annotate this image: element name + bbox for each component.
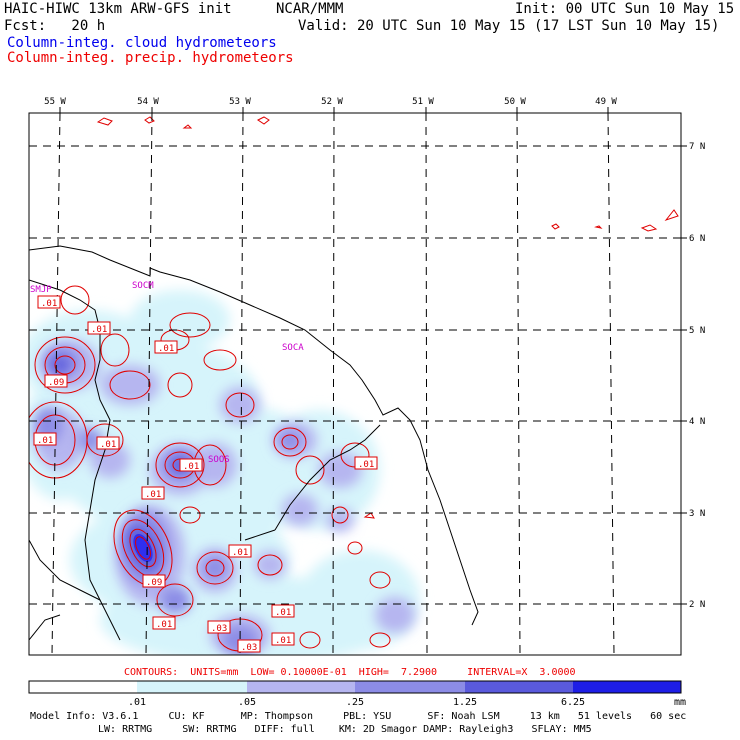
svg-text:.01: .01: [100, 440, 116, 450]
colorbar: [28, 680, 682, 694]
colorbar-tick: 6.25: [561, 697, 585, 708]
contour-label: .01: [96, 436, 120, 450]
station-label: SOOS: [208, 455, 230, 465]
contour-label: .01: [179, 458, 203, 472]
contour-label: .01: [87, 321, 111, 335]
colorbar-tick: .25: [346, 697, 364, 708]
map-frame: [28, 112, 682, 656]
forecast-hour: Fcst: 20 h: [4, 18, 106, 34]
org-label: NCAR/MMM: [276, 1, 344, 17]
lon-label: 54 W: [137, 97, 159, 107]
model-title: HAIC-HIWC 13km ARW-GFS init: [4, 1, 232, 17]
latlon-grid: [29, 112, 681, 656]
colorbar-tick: 1.25: [453, 697, 477, 708]
contour-label: .01: [271, 632, 295, 646]
lon-label: 53 W: [229, 97, 251, 107]
valid-time: Valid: 20 UTC Sun 10 May 15 (17 LST Sun …: [298, 18, 720, 34]
station-label: SOCA: [282, 343, 304, 353]
station-label: SMJP: [30, 285, 52, 295]
contour-label: .03: [207, 620, 231, 634]
contour-label: .01: [33, 432, 57, 446]
hydrometeor-field: [29, 116, 679, 655]
contour-label: .09: [44, 374, 68, 388]
contours-info: CONTOURS: UNITS=mm LOW= 0.10000E-01 HIGH…: [124, 667, 576, 678]
lon-label: 52 W: [321, 97, 343, 107]
model-info-line1: Model Info: V3.6.1 CU: KF MP: Thompson P…: [30, 711, 687, 722]
coastline: [29, 245, 479, 641]
lat-label: 4 N: [689, 417, 705, 427]
svg-text:.03: .03: [211, 624, 227, 634]
lat-label: 2 N: [689, 600, 705, 610]
svg-text:.01: .01: [275, 636, 291, 646]
legend-precip-line: Column-integ. precip. hydrometeors: [7, 50, 294, 66]
model-info-line2: LW: RRTMG SW: RRTMG DIFF: full KM: 2D Sm…: [98, 724, 592, 735]
lon-label: 49 W: [595, 97, 617, 107]
colorbar-unit: mm: [674, 697, 686, 708]
contour-label: .01: [354, 456, 378, 470]
svg-text:.09: .09: [146, 578, 162, 588]
lat-label: 3 N: [689, 509, 705, 519]
svg-text:.01: .01: [156, 620, 172, 630]
svg-text:.09: .09: [48, 378, 64, 388]
contour-label: .09: [142, 574, 166, 588]
contour-label: .01: [152, 616, 176, 630]
lat-label: 5 N: [689, 326, 705, 336]
contour-label: .01: [271, 604, 295, 618]
svg-text:.01: .01: [275, 608, 291, 618]
station-label: SOCM: [132, 281, 154, 291]
lon-label: 51 W: [412, 97, 434, 107]
lon-label: 50 W: [504, 97, 526, 107]
colorbar-tick: .05: [238, 697, 256, 708]
contour-label: .01: [37, 295, 61, 309]
contour-label: .01: [228, 544, 252, 558]
svg-text:.01: .01: [183, 462, 199, 472]
contour-label: .01: [141, 486, 165, 500]
init-time: Init: 00 UTC Sun 10 May 15: [515, 1, 735, 17]
lat-label: 7 N: [689, 142, 705, 152]
svg-text:.01: .01: [37, 436, 53, 446]
colorbar-tick: .01: [128, 697, 146, 708]
lon-label: 55 W: [44, 97, 66, 107]
svg-text:.01: .01: [41, 299, 57, 309]
svg-text:.03: .03: [241, 643, 257, 653]
svg-text:.01: .01: [232, 548, 248, 558]
svg-text:.01: .01: [145, 490, 161, 500]
svg-text:.01: .01: [158, 344, 174, 354]
legend-cloud-line: Column-integ. cloud hydrometeors: [7, 35, 277, 51]
lat-label: 6 N: [689, 234, 705, 244]
contour-label: .01: [154, 340, 178, 354]
contour-label: .03: [237, 639, 261, 653]
svg-text:.01: .01: [91, 325, 107, 335]
svg-text:.01: .01: [358, 460, 374, 470]
